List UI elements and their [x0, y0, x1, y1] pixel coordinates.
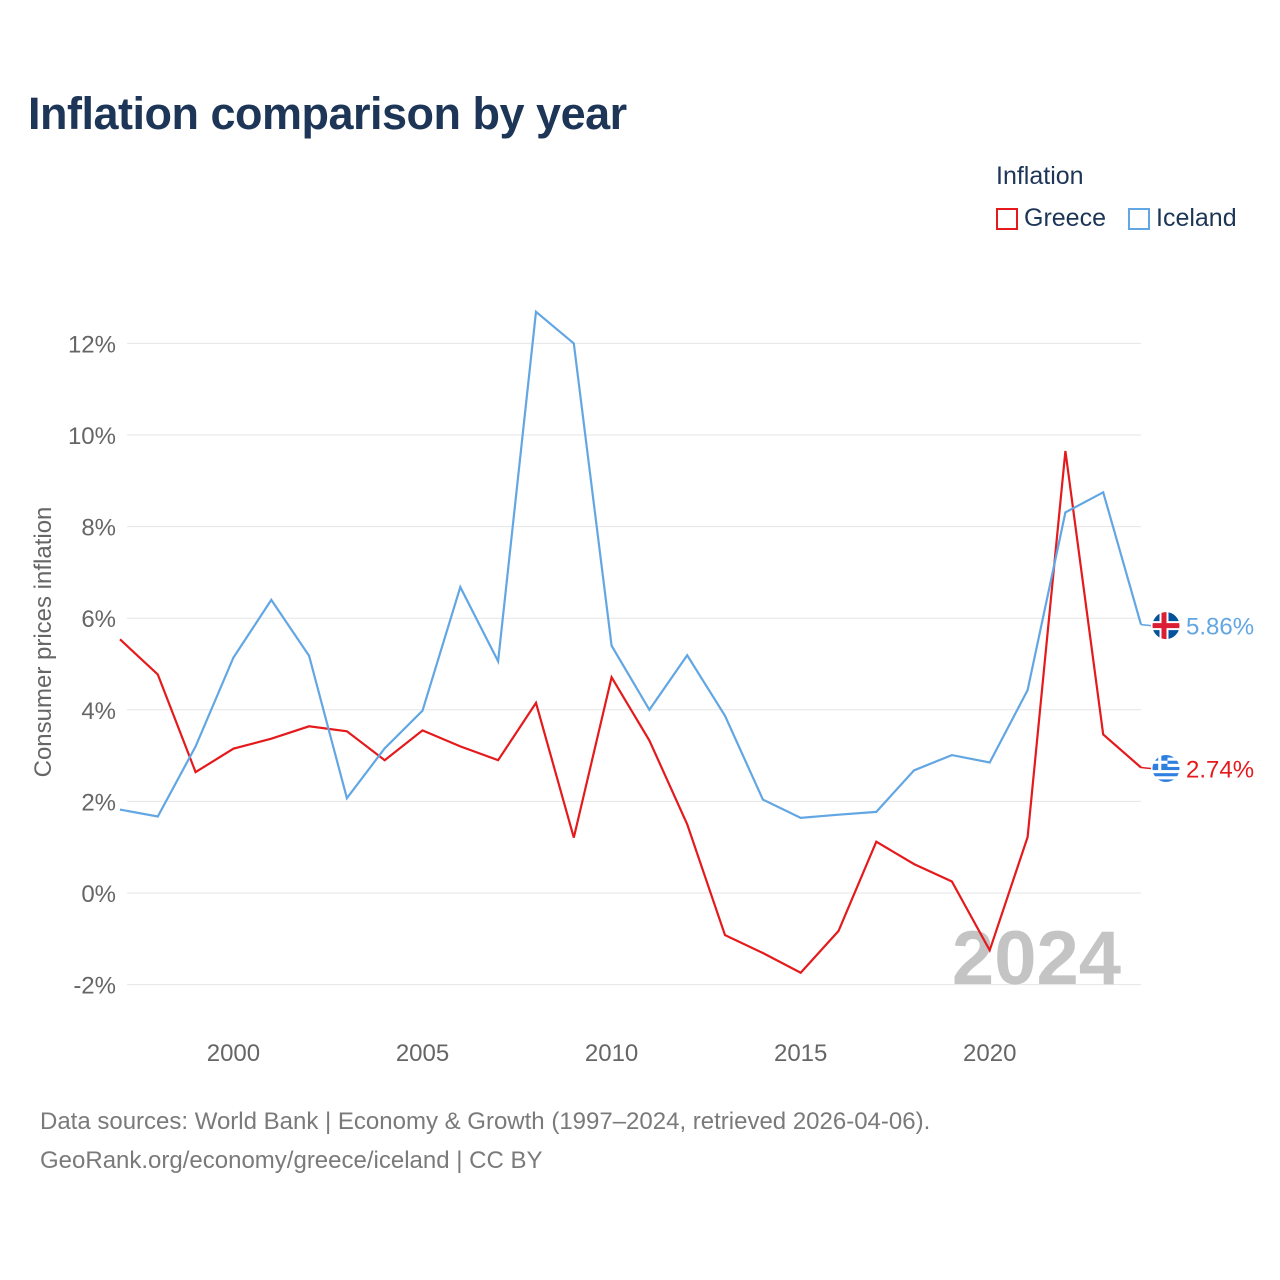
y-tick-label: 2% — [81, 789, 116, 816]
data-point-iceland — [119, 808, 122, 811]
y-tick-label: -2% — [73, 973, 116, 1000]
data-point-iceland — [308, 654, 311, 657]
data-point-iceland — [232, 656, 235, 659]
data-point-iceland — [761, 798, 764, 801]
data-point-iceland — [837, 813, 840, 816]
x-tick-label: 2000 — [207, 1040, 260, 1067]
flag-stripe — [1152, 773, 1180, 777]
data-point-greece — [1064, 450, 1067, 453]
data-point-greece — [383, 759, 386, 762]
y-axis-label: Consumer prices inflation — [30, 507, 57, 778]
series-line-greece — [119, 450, 1142, 975]
data-point-iceland — [534, 310, 537, 313]
data-point-iceland — [459, 586, 462, 589]
legend-label-greece: Greece — [1024, 204, 1106, 232]
data-point-iceland — [988, 761, 991, 764]
data-point-greece — [1102, 733, 1105, 736]
series-line-iceland — [119, 309, 1143, 820]
data-point-iceland — [383, 747, 386, 750]
data-point-iceland — [421, 709, 424, 712]
data-point-greece — [421, 729, 424, 732]
x-tick-label: 2010 — [585, 1040, 638, 1067]
flag-cross-red-v — [1161, 611, 1167, 640]
data-point-greece — [572, 836, 575, 839]
data-point-iceland — [950, 754, 953, 757]
y-tick-label: 6% — [81, 606, 116, 633]
y-tick-label: 12% — [68, 331, 116, 358]
flag-rim — [1151, 611, 1181, 641]
data-point-greece — [761, 951, 764, 954]
legend-item-iceland[interactable]: Iceland — [1128, 204, 1237, 233]
legend-label-iceland: Iceland — [1156, 204, 1237, 232]
y-tick-label: 10% — [68, 423, 116, 450]
data-point-greece — [497, 759, 500, 762]
data-point-greece — [119, 638, 122, 641]
data-point-iceland — [156, 815, 159, 818]
legend-swatch-greece — [996, 207, 1018, 230]
connector-iceland — [1140, 623, 1152, 627]
data-point-greece — [837, 930, 840, 933]
connector-greece — [1140, 766, 1152, 770]
x-tick-label: 2020 — [963, 1040, 1016, 1067]
data-point-greece — [156, 673, 159, 676]
end-value-label-iceland: 5.86% — [1186, 614, 1254, 641]
legend-item-greece[interactable]: Greece — [996, 204, 1106, 233]
data-point-iceland — [194, 745, 197, 748]
footer-credit: GeoRank.org/economy/greece/iceland | CC … — [40, 1147, 543, 1174]
data-point-iceland — [724, 714, 727, 717]
data-point-greece — [534, 701, 537, 704]
data-point-iceland — [686, 654, 689, 657]
greece-flag-icon — [1151, 754, 1181, 784]
data-point-greece — [459, 745, 462, 748]
data-point-greece — [988, 949, 991, 952]
y-tick-label: 4% — [81, 698, 116, 725]
data-point-iceland — [1064, 511, 1067, 514]
data-point-greece — [913, 863, 916, 866]
data-point-greece — [308, 725, 311, 728]
data-point-greece — [194, 771, 197, 774]
data-point-greece — [1026, 836, 1029, 839]
data-point-iceland — [497, 660, 500, 663]
data-point-greece — [345, 730, 348, 733]
legend-swatch-iceland — [1128, 207, 1150, 230]
y-tick-label: 8% — [81, 515, 116, 542]
data-point-iceland — [875, 810, 878, 813]
data-point-iceland — [270, 598, 273, 601]
data-point-iceland — [648, 708, 651, 711]
data-point-greece — [686, 823, 689, 826]
iceland-flag-icon — [1151, 611, 1181, 641]
data-point-greece — [724, 934, 727, 937]
data-point-greece — [875, 840, 878, 843]
y-tick-label: 0% — [81, 881, 116, 908]
flag-stripe — [1152, 779, 1180, 783]
data-point-iceland — [345, 797, 348, 800]
footer-source: Data sources: World Bank | Economy & Gro… — [40, 1108, 931, 1135]
data-point-iceland — [799, 816, 802, 819]
data-point-greece — [648, 739, 651, 742]
data-point-iceland — [1026, 689, 1029, 692]
data-point-greece — [610, 676, 613, 679]
page-title: Inflation comparison by year — [28, 88, 627, 139]
data-point-greece — [232, 747, 235, 750]
data-point-iceland — [610, 644, 613, 647]
legend-title: Inflation — [996, 162, 1084, 190]
year-watermark: 2024 — [952, 916, 1121, 1001]
data-point-greece — [799, 971, 802, 974]
x-tick-label: 2015 — [774, 1040, 827, 1067]
flag-cross-v — [1158, 754, 1162, 771]
data-point-iceland — [1102, 491, 1105, 494]
data-point-greece — [270, 737, 273, 740]
end-value-label-greece: 2.74% — [1186, 757, 1254, 784]
flag-rim — [1151, 754, 1181, 784]
x-tick-label: 2005 — [396, 1040, 449, 1067]
data-point-iceland — [913, 769, 916, 772]
data-point-iceland — [572, 342, 575, 345]
data-point-greece — [950, 880, 953, 883]
